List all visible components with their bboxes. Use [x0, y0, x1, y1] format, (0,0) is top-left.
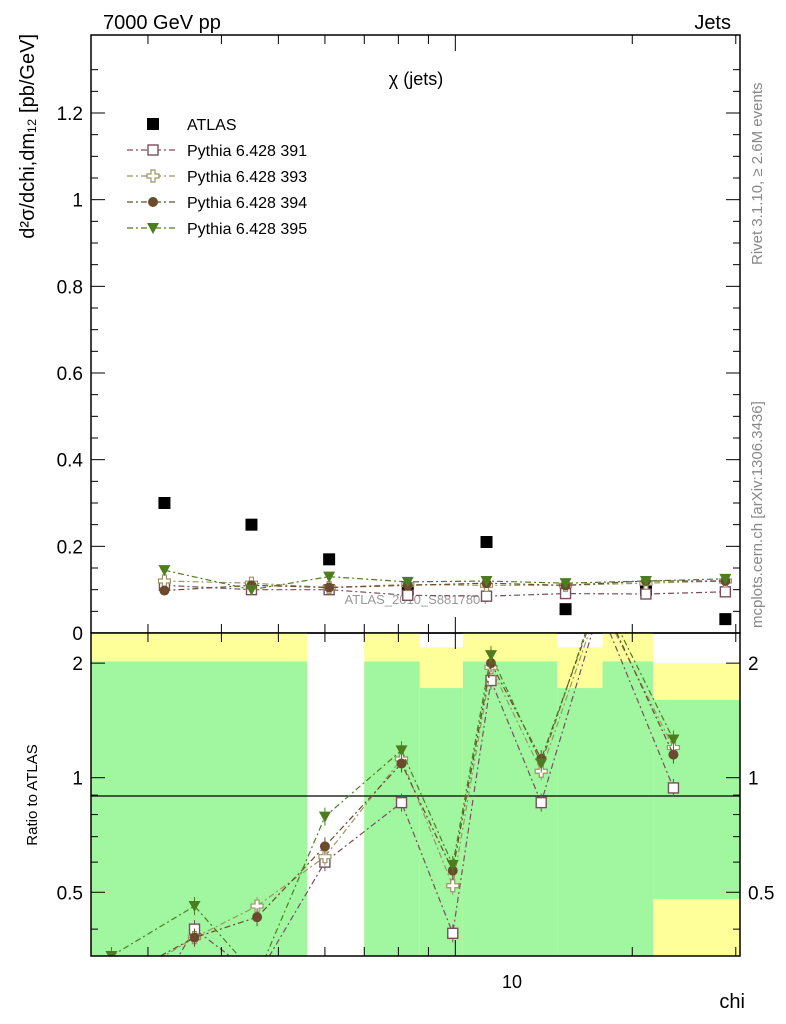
- main-data-point: [245, 584, 258, 596]
- ratio-band-inner: [462, 661, 558, 956]
- ratio-series-line: [111, 633, 674, 956]
- main-data-point: [323, 571, 336, 583]
- main-data-point: [401, 576, 414, 588]
- main-data-point: [324, 582, 335, 593]
- ratio-data-point: [250, 899, 264, 913]
- legend-marker: [146, 169, 160, 183]
- ratio-y-tick-label: 0.5: [57, 883, 83, 904]
- main-data-point: [559, 603, 572, 616]
- ratio-series-line: [163, 633, 674, 956]
- analysis-category-label: Jets: [694, 12, 731, 34]
- main-data-point: [323, 553, 336, 566]
- ratio-plot-frame: [90, 632, 741, 957]
- ratio-data-point: [318, 811, 331, 823]
- legend: ATLAS Pythia 6.428 391 Pythia 6.428 393 Pyt…: [127, 117, 307, 238]
- main-data-point: [159, 585, 170, 596]
- main-series-line: [164, 580, 726, 592]
- ratio-plot-series: [105, 633, 681, 956]
- main-y-tick-label: 0.8: [57, 277, 83, 298]
- x-tick-label-10: 10: [502, 972, 522, 992]
- main-y-tick-label: 0: [72, 624, 83, 645]
- legend-label: Pythia 6.428 391: [187, 143, 307, 160]
- legend-label: Pythia 6.428 394: [187, 195, 307, 212]
- legend-label: Pythia 6.428 393: [187, 169, 307, 186]
- main-data-point: [639, 576, 652, 587]
- ratio-plot-panel: 0.5 0.5 1 1 2 2 Ratio to ATLAS chi 10: [24, 632, 774, 1013]
- ratio-data-point: [188, 901, 201, 913]
- ratio-band-inner: [419, 688, 463, 956]
- main-data-point: [158, 497, 171, 509]
- main-data-point: [158, 565, 171, 577]
- main-data-point: [559, 578, 572, 590]
- ratio-band-inner: [91, 661, 308, 956]
- main-plot-series: [157, 497, 732, 626]
- ratio-data-point: [395, 796, 408, 809]
- rivet-version-label: Rivet 3.1.10, ≥ 2.6M events: [749, 83, 766, 266]
- main-y-tick-label: 0.2: [57, 537, 83, 558]
- ratio-y-tick-label: 2: [72, 654, 83, 675]
- ratio-data-point: [535, 758, 548, 770]
- ratio-band-inner: [653, 700, 740, 900]
- ratio-series-line: [159, 633, 674, 956]
- main-plot-ticks: 0 0.2 0.4 0.6 0.8 1 1.2: [57, 35, 740, 645]
- ratio-data-point: [319, 841, 330, 852]
- main-plot-watermark: ATLAS_2010_S8817804: [345, 592, 488, 607]
- ratio-data-point: [446, 879, 460, 893]
- legend-marker: [148, 197, 158, 207]
- process-label: 7000 GeV pp: [103, 12, 221, 34]
- ratio-data-point: [252, 912, 263, 923]
- legend-label: ATLAS: [187, 117, 237, 134]
- ratio-data-point: [446, 859, 459, 871]
- main-data-point: [480, 590, 493, 602]
- legend-marker: [147, 118, 159, 130]
- ratio-band-inner: [557, 688, 603, 956]
- main-series-line: [164, 569, 726, 591]
- main-data-point: [719, 613, 732, 626]
- main-series-line: [164, 580, 726, 589]
- main-data-point: [640, 588, 652, 600]
- main-data-point: [402, 589, 414, 601]
- ratio-y-tick-label-right: 0.5: [748, 883, 774, 904]
- legend-label: Pythia 6.428 395: [187, 221, 307, 238]
- mcplots-reference-label: mcplots.cern.ch [arXiv:1306.3436]: [749, 401, 766, 628]
- legend-marker: [147, 223, 159, 234]
- ratio-y-tick-label-right: 2: [748, 654, 759, 675]
- ratio-data-point: [318, 850, 332, 864]
- ratio-data-point: [485, 650, 498, 662]
- main-data-point: [719, 586, 732, 598]
- ratio-band-inner: [364, 661, 420, 956]
- ratio-plot-y-axis-label: Ratio to ATLAS: [24, 744, 41, 845]
- ratio-series-line: [178, 633, 674, 956]
- main-y-tick-label: 1.2: [57, 104, 83, 125]
- ratio-data-point: [396, 758, 407, 769]
- ratio-data-point: [667, 734, 680, 746]
- main-series-line: [164, 584, 726, 597]
- ratio-y-tick-label-right: 1: [748, 769, 759, 790]
- ratio-plot-ticks: 0.5 0.5 1 1 2 2: [57, 633, 774, 956]
- main-y-tick-label: 0.6: [57, 364, 83, 385]
- main-y-tick-label: 0.4: [57, 451, 84, 472]
- ratio-data-point: [447, 927, 459, 940]
- main-plot-y-axis-label: d²σ/dchi,dm₁₂ [pb/GeV]: [17, 34, 39, 239]
- ratio-data-point: [668, 749, 679, 760]
- ratio-data-point: [395, 745, 408, 757]
- ratio-series-group: [105, 633, 680, 956]
- main-plot-title: χ (jets): [389, 69, 443, 89]
- main-plot-panel: 0 0.2 0.4 0.6 0.8 1 1.2 χ (jets) ATLAS_2010_S8…: [17, 34, 741, 645]
- main-y-tick-label: 1: [72, 191, 83, 212]
- ratio-band-inner: [602, 661, 654, 956]
- ratio-uncertainty-bands: [91, 633, 740, 956]
- legend-marker: [147, 144, 159, 156]
- ratio-data-point: [535, 796, 547, 809]
- main-data-point: [480, 536, 493, 548]
- ratio-data-point: [189, 932, 200, 943]
- main-data-point: [719, 573, 732, 585]
- main-data-point: [480, 576, 493, 587]
- x-axis-label: chi: [719, 991, 745, 1013]
- ratio-data-point: [105, 951, 118, 956]
- ratio-data-point: [667, 782, 680, 794]
- ratio-y-tick-label: 1: [72, 769, 83, 790]
- main-data-point: [245, 518, 258, 531]
